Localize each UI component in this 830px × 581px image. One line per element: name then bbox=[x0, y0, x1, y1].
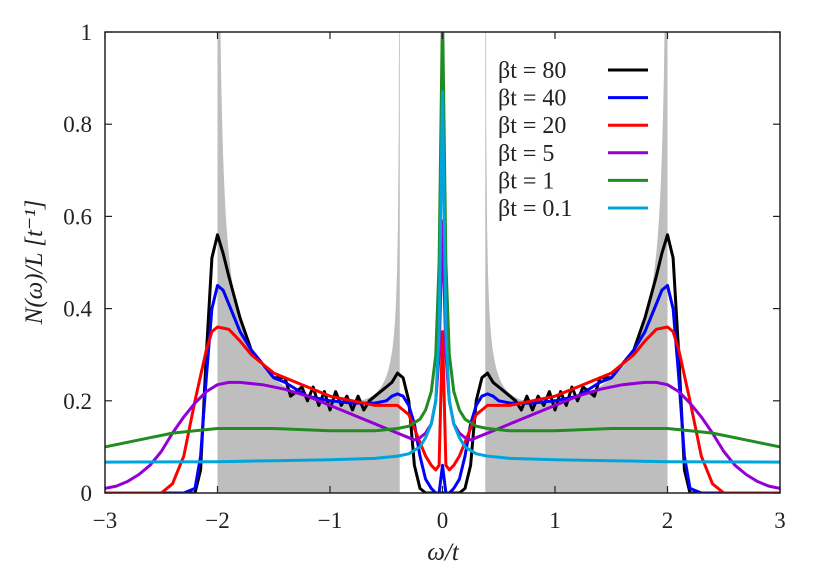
x-tick-label: −1 bbox=[318, 508, 342, 533]
x-tick-label: 2 bbox=[662, 508, 674, 533]
series-line-2 bbox=[105, 325, 780, 493]
legend-label: βt = 5 bbox=[498, 141, 554, 167]
x-axis-label: ω/t bbox=[427, 539, 460, 566]
y-tick-label: 0.2 bbox=[63, 389, 92, 414]
series-lines bbox=[105, 32, 780, 493]
series-line-5 bbox=[105, 90, 780, 464]
x-tick-label: −2 bbox=[205, 508, 229, 533]
series-line-3 bbox=[105, 219, 780, 490]
x-tick-label: 0 bbox=[437, 508, 449, 533]
legend-label: βt = 20 bbox=[498, 113, 566, 139]
legend-label: βt = 80 bbox=[498, 58, 566, 84]
shaded-band-1 bbox=[485, 32, 668, 493]
series-line-1 bbox=[105, 284, 780, 493]
x-tick-label: 3 bbox=[774, 508, 786, 533]
x-tick-label: −3 bbox=[93, 508, 117, 533]
legend-label: βt = 40 bbox=[498, 86, 566, 112]
y-axis-label: N(ω)/L [t⁻¹] bbox=[21, 200, 48, 326]
x-tick-label: 1 bbox=[549, 508, 561, 533]
y-tick-label: 0 bbox=[81, 481, 93, 506]
legend-label: βt = 0.1 bbox=[498, 196, 572, 222]
y-tick-label: 0.4 bbox=[63, 297, 92, 322]
shaded-region bbox=[217, 32, 668, 493]
series-line-4 bbox=[105, 32, 780, 449]
y-tick-label: 0.6 bbox=[63, 204, 92, 229]
y-tick-label: 0.8 bbox=[63, 112, 92, 137]
legend-label: βt = 1 bbox=[498, 168, 554, 194]
shaded-band-0 bbox=[217, 32, 400, 493]
axis-ticks: −3 −2 −1 0 1 2 3 0 0.2 0.4 0.6 0.8 1 bbox=[63, 20, 786, 533]
y-tick-label: 1 bbox=[81, 20, 93, 45]
